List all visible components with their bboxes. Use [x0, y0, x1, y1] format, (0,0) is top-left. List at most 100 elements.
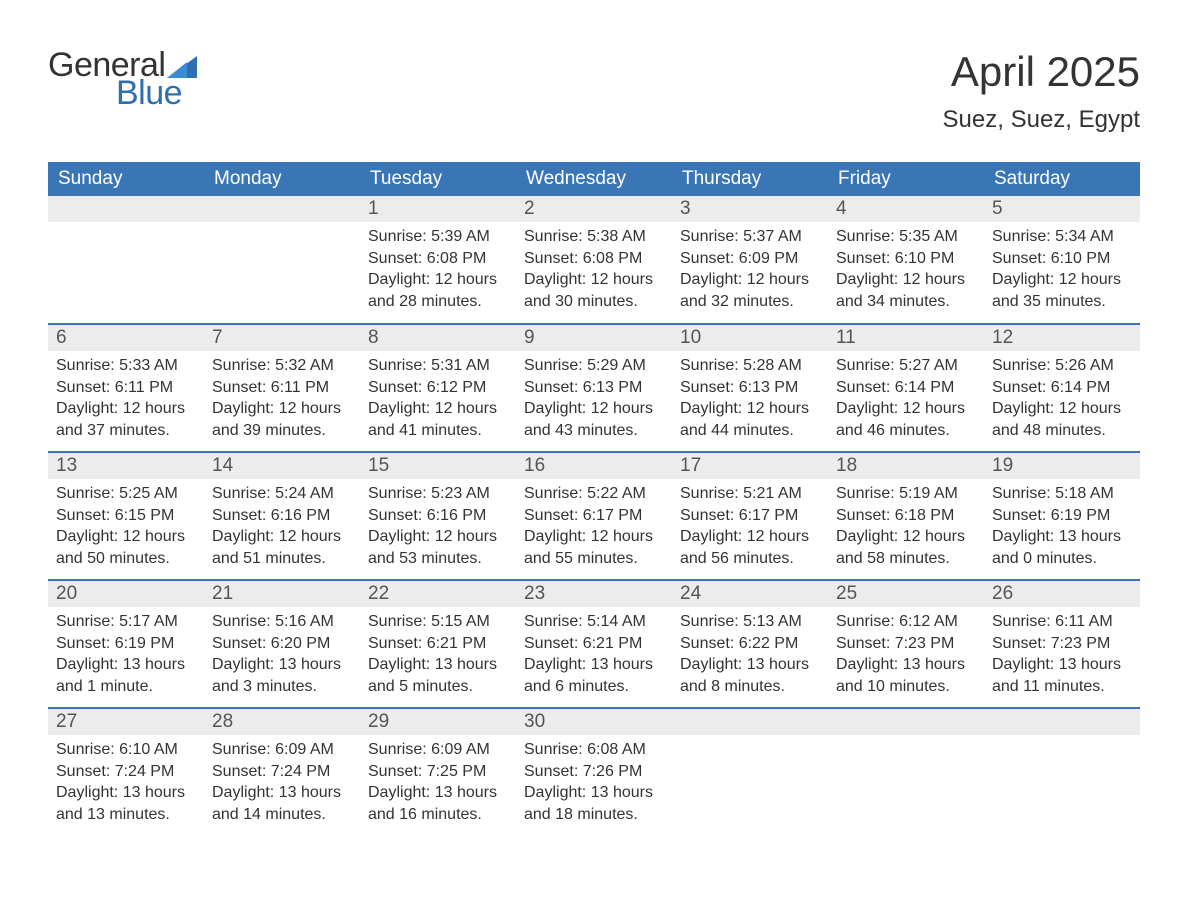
- weekday-header: Saturday: [984, 162, 1140, 196]
- day-number: 8: [360, 325, 516, 351]
- sunset-text: Sunset: 7:26 PM: [524, 761, 664, 783]
- day-number: 22: [360, 581, 516, 607]
- daylight-text: Daylight: 12 hours and 32 minutes.: [680, 269, 820, 312]
- sunrise-text: Sunrise: 5:13 AM: [680, 611, 820, 633]
- sunset-text: Sunset: 6:14 PM: [992, 377, 1132, 399]
- day-number: 15: [360, 453, 516, 479]
- day-number: [204, 196, 360, 222]
- day-number: 3: [672, 196, 828, 222]
- sunset-text: Sunset: 6:10 PM: [992, 248, 1132, 270]
- calendar-day-cell: 25Sunrise: 6:12 AMSunset: 7:23 PMDayligh…: [828, 580, 984, 708]
- sunset-text: Sunset: 6:19 PM: [56, 633, 196, 655]
- daylight-text: Daylight: 12 hours and 53 minutes.: [368, 526, 508, 569]
- day-number: 9: [516, 325, 672, 351]
- header: General Blue April 2025 Suez, Suez, Egyp…: [48, 48, 1140, 134]
- daylight-text: Daylight: 12 hours and 56 minutes.: [680, 526, 820, 569]
- location-label: Suez, Suez, Egypt: [943, 106, 1140, 134]
- daylight-text: Daylight: 12 hours and 44 minutes.: [680, 398, 820, 441]
- sunset-text: Sunset: 6:13 PM: [524, 377, 664, 399]
- day-details: Sunrise: 6:08 AMSunset: 7:26 PMDaylight:…: [516, 735, 672, 833]
- day-number: 10: [672, 325, 828, 351]
- sunrise-text: Sunrise: 5:17 AM: [56, 611, 196, 633]
- calendar-day-cell: 27Sunrise: 6:10 AMSunset: 7:24 PMDayligh…: [48, 708, 204, 836]
- calendar-day-cell: [828, 708, 984, 836]
- calendar-week-row: 6Sunrise: 5:33 AMSunset: 6:11 PMDaylight…: [48, 324, 1140, 452]
- daylight-text: Daylight: 12 hours and 34 minutes.: [836, 269, 976, 312]
- calendar-day-cell: 5Sunrise: 5:34 AMSunset: 6:10 PMDaylight…: [984, 196, 1140, 324]
- sunset-text: Sunset: 6:16 PM: [368, 505, 508, 527]
- daylight-text: Daylight: 13 hours and 18 minutes.: [524, 782, 664, 825]
- day-details: Sunrise: 5:24 AMSunset: 6:16 PMDaylight:…: [204, 479, 360, 577]
- sunset-text: Sunset: 7:23 PM: [992, 633, 1132, 655]
- daylight-text: Daylight: 12 hours and 50 minutes.: [56, 526, 196, 569]
- day-number: 6: [48, 325, 204, 351]
- daylight-text: Daylight: 12 hours and 41 minutes.: [368, 398, 508, 441]
- sunrise-text: Sunrise: 5:14 AM: [524, 611, 664, 633]
- sunset-text: Sunset: 6:19 PM: [992, 505, 1132, 527]
- sunset-text: Sunset: 6:17 PM: [524, 505, 664, 527]
- calendar-day-cell: 9Sunrise: 5:29 AMSunset: 6:13 PMDaylight…: [516, 324, 672, 452]
- sunrise-text: Sunrise: 5:35 AM: [836, 226, 976, 248]
- sunrise-text: Sunrise: 5:22 AM: [524, 483, 664, 505]
- calendar-day-cell: [984, 708, 1140, 836]
- calendar-day-cell: 4Sunrise: 5:35 AMSunset: 6:10 PMDaylight…: [828, 196, 984, 324]
- calendar-day-cell: 19Sunrise: 5:18 AMSunset: 6:19 PMDayligh…: [984, 452, 1140, 580]
- sunrise-text: Sunrise: 5:28 AM: [680, 355, 820, 377]
- calendar-day-cell: 1Sunrise: 5:39 AMSunset: 6:08 PMDaylight…: [360, 196, 516, 324]
- day-details: Sunrise: 5:13 AMSunset: 6:22 PMDaylight:…: [672, 607, 828, 705]
- day-number: [672, 709, 828, 735]
- sunrise-text: Sunrise: 6:09 AM: [368, 739, 508, 761]
- sunrise-text: Sunrise: 5:23 AM: [368, 483, 508, 505]
- day-number: 1: [360, 196, 516, 222]
- day-details: Sunrise: 5:38 AMSunset: 6:08 PMDaylight:…: [516, 222, 672, 320]
- day-number: 27: [48, 709, 204, 735]
- sunrise-text: Sunrise: 5:24 AM: [212, 483, 352, 505]
- calendar-day-cell: 2Sunrise: 5:38 AMSunset: 6:08 PMDaylight…: [516, 196, 672, 324]
- sunrise-text: Sunrise: 5:29 AM: [524, 355, 664, 377]
- sunset-text: Sunset: 6:18 PM: [836, 505, 976, 527]
- sunset-text: Sunset: 7:25 PM: [368, 761, 508, 783]
- day-details: Sunrise: 5:25 AMSunset: 6:15 PMDaylight:…: [48, 479, 204, 577]
- daylight-text: Daylight: 13 hours and 0 minutes.: [992, 526, 1132, 569]
- sunrise-text: Sunrise: 5:32 AM: [212, 355, 352, 377]
- daylight-text: Daylight: 13 hours and 10 minutes.: [836, 654, 976, 697]
- day-details: Sunrise: 6:09 AMSunset: 7:24 PMDaylight:…: [204, 735, 360, 833]
- calendar-day-cell: 8Sunrise: 5:31 AMSunset: 6:12 PMDaylight…: [360, 324, 516, 452]
- day-number: [984, 709, 1140, 735]
- calendar-day-cell: [48, 196, 204, 324]
- daylight-text: Daylight: 13 hours and 6 minutes.: [524, 654, 664, 697]
- sunset-text: Sunset: 7:23 PM: [836, 633, 976, 655]
- sunrise-text: Sunrise: 5:37 AM: [680, 226, 820, 248]
- calendar-day-cell: 11Sunrise: 5:27 AMSunset: 6:14 PMDayligh…: [828, 324, 984, 452]
- sunset-text: Sunset: 6:21 PM: [524, 633, 664, 655]
- title-block: April 2025 Suez, Suez, Egypt: [943, 48, 1140, 134]
- day-number: 4: [828, 196, 984, 222]
- daylight-text: Daylight: 13 hours and 8 minutes.: [680, 654, 820, 697]
- calendar-week-row: 1Sunrise: 5:39 AMSunset: 6:08 PMDaylight…: [48, 196, 1140, 324]
- day-details: Sunrise: 5:18 AMSunset: 6:19 PMDaylight:…: [984, 479, 1140, 577]
- day-number: 14: [204, 453, 360, 479]
- sunrise-text: Sunrise: 5:25 AM: [56, 483, 196, 505]
- daylight-text: Daylight: 12 hours and 30 minutes.: [524, 269, 664, 312]
- sunrise-text: Sunrise: 5:38 AM: [524, 226, 664, 248]
- calendar-week-row: 20Sunrise: 5:17 AMSunset: 6:19 PMDayligh…: [48, 580, 1140, 708]
- day-details: Sunrise: 5:39 AMSunset: 6:08 PMDaylight:…: [360, 222, 516, 320]
- day-number: 19: [984, 453, 1140, 479]
- calendar-day-cell: 15 Sunrise: 5:23 AMSunset: 6:16 PMDayligh…: [360, 452, 516, 580]
- sunrise-text: Sunrise: 6:12 AM: [836, 611, 976, 633]
- day-details: Sunrise: 5:37 AMSunset: 6:09 PMDaylight:…: [672, 222, 828, 320]
- sunrise-text: Sunrise: 5:33 AM: [56, 355, 196, 377]
- daylight-text: Daylight: 12 hours and 35 minutes.: [992, 269, 1132, 312]
- calendar-week-row: 27Sunrise: 6:10 AMSunset: 7:24 PMDayligh…: [48, 708, 1140, 836]
- daylight-text: Daylight: 13 hours and 5 minutes.: [368, 654, 508, 697]
- day-number: 28: [204, 709, 360, 735]
- day-details: Sunrise: 5:27 AMSunset: 6:14 PMDaylight:…: [828, 351, 984, 449]
- calendar-day-cell: 30Sunrise: 6:08 AMSunset: 7:26 PMDayligh…: [516, 708, 672, 836]
- daylight-text: Daylight: 13 hours and 1 minute.: [56, 654, 196, 697]
- day-number: 24: [672, 581, 828, 607]
- daylight-text: Daylight: 13 hours and 11 minutes.: [992, 654, 1132, 697]
- day-details: Sunrise: 6:10 AMSunset: 7:24 PMDaylight:…: [48, 735, 204, 833]
- day-details: Sunrise: 5:35 AMSunset: 6:10 PMDaylight:…: [828, 222, 984, 320]
- sunset-text: Sunset: 7:24 PM: [56, 761, 196, 783]
- calendar-day-cell: 23Sunrise: 5:14 AMSunset: 6:21 PMDayligh…: [516, 580, 672, 708]
